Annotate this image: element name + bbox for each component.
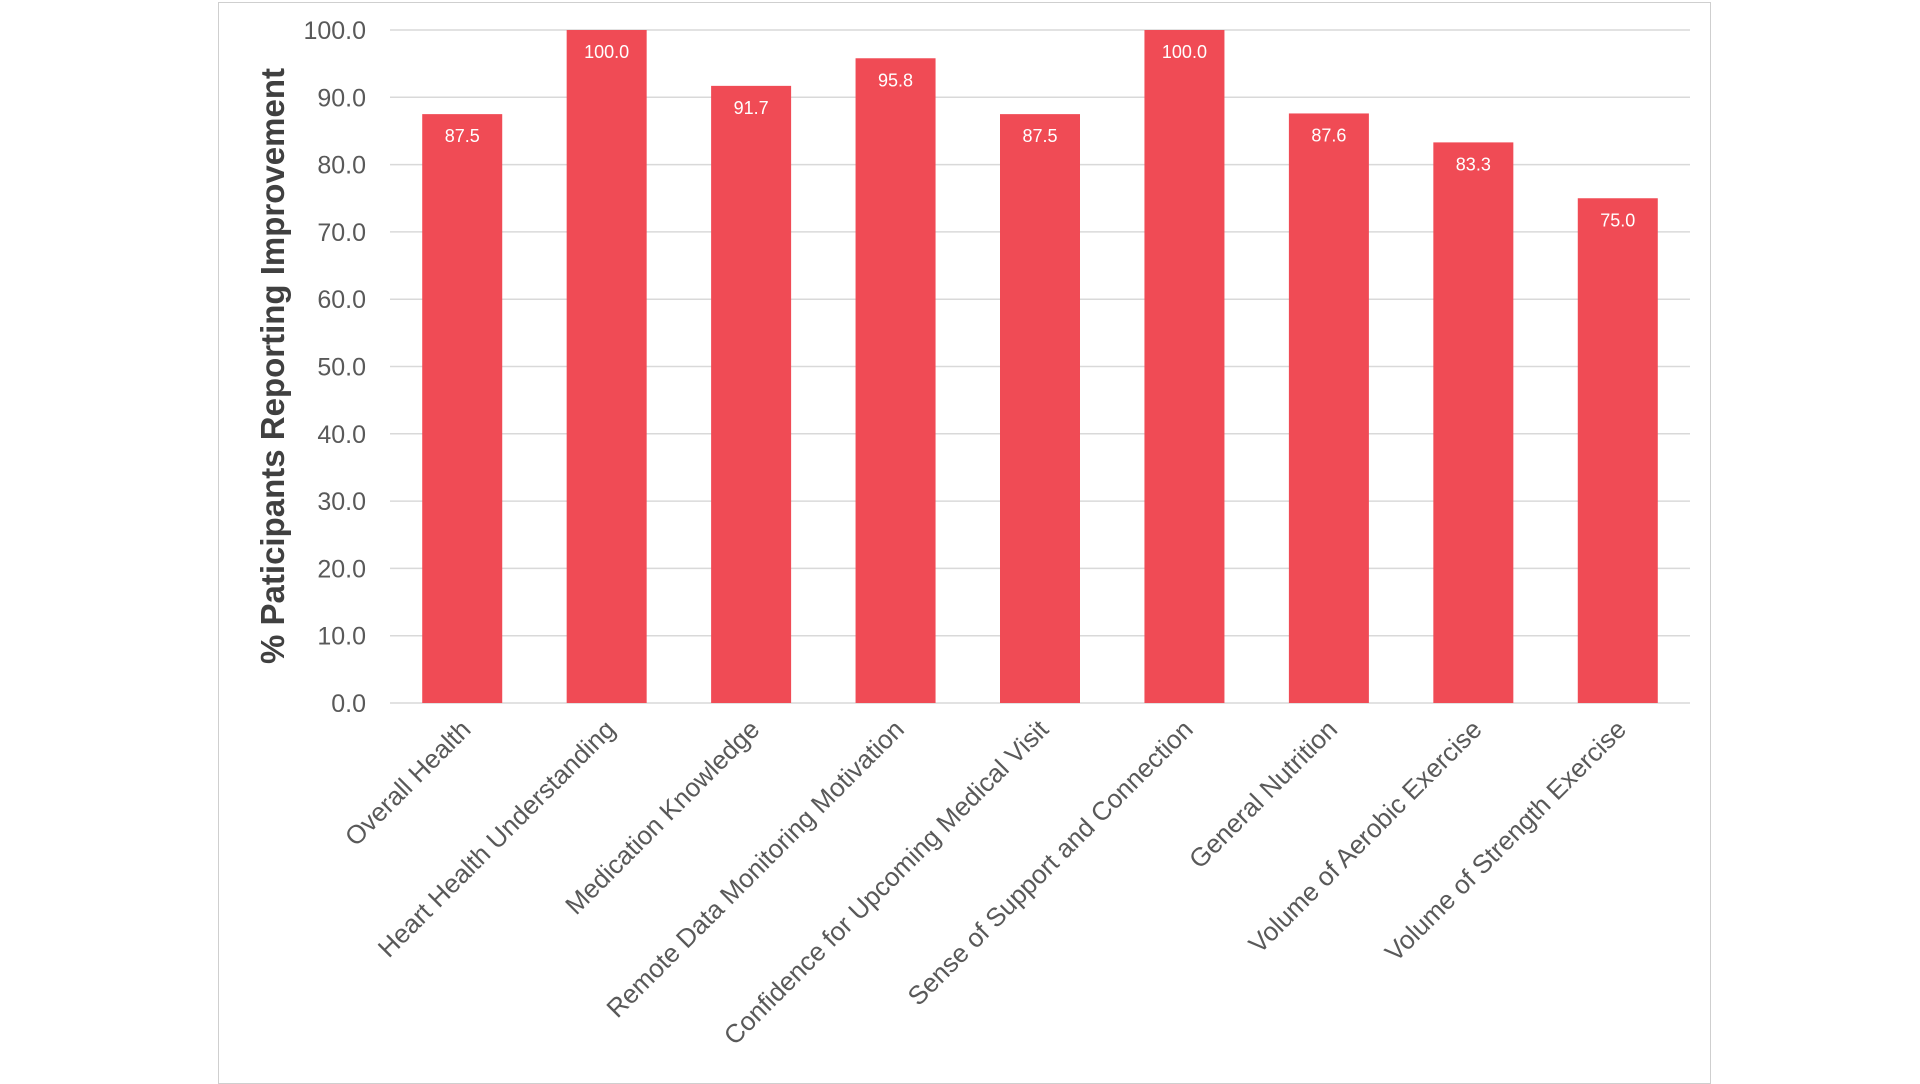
y-axis-ticks: 0.0 10.0 20.0 30.0 40.0 50.0 60.0 70.0 80.0 90.0 1… (303, 17, 366, 718)
x-category-label: Heart Health Understanding (372, 714, 621, 963)
bar (1288, 113, 1369, 703)
x-category-label: Sense of Support and Connection (902, 714, 1199, 1011)
bar (855, 58, 936, 704)
bar-value-label: 100.0 (584, 42, 629, 62)
bar-value-label: 87.5 (445, 126, 480, 146)
y-tick-label: 50.0 (317, 354, 366, 382)
y-tick-label: 70.0 (317, 219, 366, 247)
bar-value-label: 87.5 (1022, 126, 1057, 146)
y-tick-label: 20.0 (317, 555, 366, 583)
bar-value-label: 83.3 (1456, 154, 1491, 174)
bar (1144, 30, 1225, 703)
x-category-label: Volume of Strength Exercise (1379, 714, 1632, 967)
bar (1000, 114, 1080, 703)
bar (711, 85, 792, 703)
y-tick-label: 60.0 (317, 286, 366, 314)
bar (422, 114, 503, 703)
y-tick-label: 100.0 (303, 17, 366, 45)
bar-value-label: 95.8 (878, 70, 913, 90)
bar-value-label: 75.0 (1600, 210, 1635, 230)
bar (1433, 142, 1514, 704)
y-tick-label: 90.0 (317, 84, 366, 112)
x-category-label: General Nutrition (1183, 714, 1343, 874)
x-category-label: Volume of Aerobic Exercise (1243, 714, 1488, 959)
bar (1577, 198, 1658, 703)
y-tick-label: 10.0 (317, 623, 366, 651)
y-axis-title: % Paticipants Reporting Improvement (254, 68, 291, 664)
bars: 87.5 100.0 91.7 95.8 87.5 100.0 87.6 83.3 75.0 (422, 30, 1658, 704)
bar-value-label: 100.0 (1162, 42, 1207, 62)
bar-value-label: 91.7 (734, 98, 769, 118)
y-tick-label: 0.0 (331, 690, 366, 718)
x-category-label: Confidence for Upcoming Medical Visit (718, 713, 1055, 1050)
bar (566, 30, 647, 703)
bar-value-label: 87.6 (1311, 125, 1346, 145)
y-tick-label: 40.0 (317, 421, 366, 449)
x-category-label: Overall Health (339, 714, 477, 852)
y-tick-label: 30.0 (317, 488, 366, 516)
y-tick-label: 80.0 (317, 152, 366, 180)
x-category-label: Remote Data Monitoring Motivation (600, 714, 909, 1023)
